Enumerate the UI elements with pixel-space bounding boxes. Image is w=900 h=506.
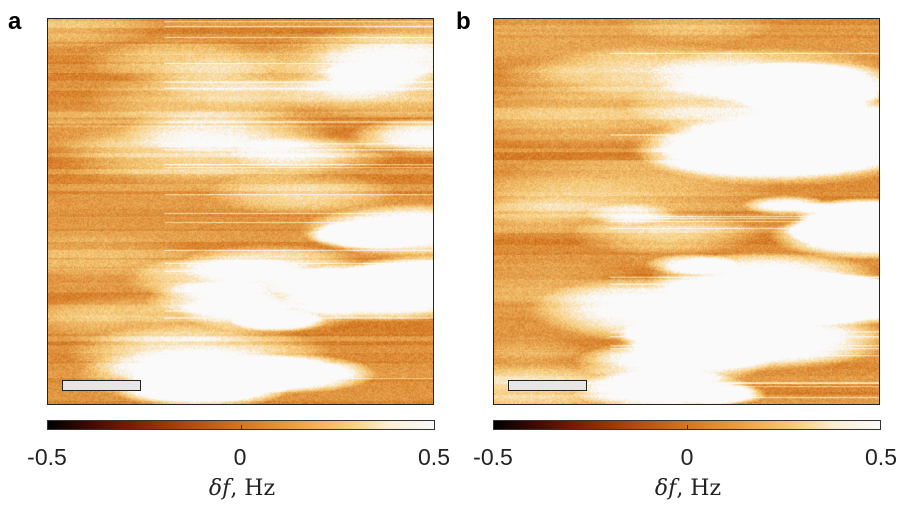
colorbar-b-tick-max: 0.5	[865, 444, 897, 470]
label-symbol: δf	[654, 476, 677, 501]
colorbar-a-tick-max: 0.5	[418, 444, 450, 470]
label-unit: , Hz	[230, 476, 276, 501]
colorbar-b-label: δf, Hz	[655, 476, 721, 501]
scale-bar-b	[508, 380, 587, 391]
label-symbol: δf	[208, 476, 231, 501]
colorbar-tick	[687, 425, 688, 429]
panel-b-label: b	[456, 8, 471, 35]
colorbar-a-tick-zero: 0	[233, 444, 247, 470]
colorbar-a-label: δf, Hz	[209, 476, 275, 501]
frequency-shift-map-b	[494, 19, 879, 404]
frequency-shift-map-a	[48, 19, 433, 404]
colorbar-a-tick-min: -0.5	[27, 444, 67, 470]
colorbar-a	[47, 420, 435, 430]
label-unit: , Hz	[676, 476, 722, 501]
panel-a-label: a	[8, 8, 22, 35]
colorbar-b	[493, 420, 881, 430]
colorbar-b-tick-min: -0.5	[473, 444, 513, 470]
colorbar-b-tick-zero: 0	[680, 444, 694, 470]
panel-a-image	[47, 18, 434, 405]
colorbar-tick	[241, 425, 242, 429]
panel-b-image	[493, 18, 880, 405]
scale-bar-a	[62, 380, 141, 391]
